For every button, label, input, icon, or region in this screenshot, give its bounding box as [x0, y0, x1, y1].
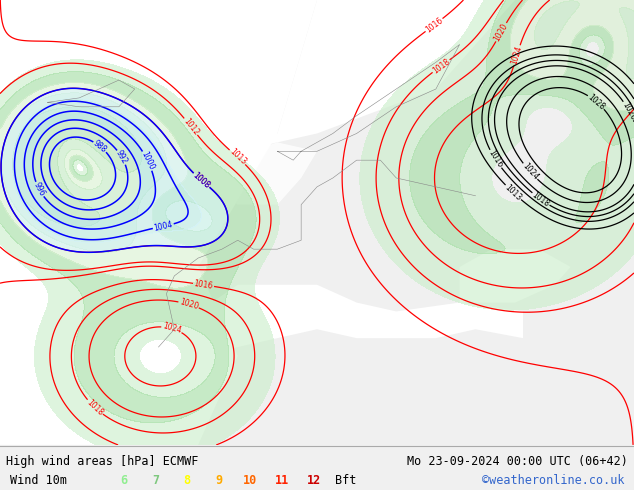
Text: 9: 9 [215, 473, 223, 487]
Text: 8: 8 [183, 473, 191, 487]
Text: 1012: 1012 [181, 116, 200, 137]
Text: 1008: 1008 [191, 171, 212, 190]
Text: 996: 996 [32, 181, 47, 198]
Text: 1018: 1018 [430, 57, 451, 75]
Polygon shape [214, 143, 317, 205]
Text: 1024: 1024 [161, 321, 182, 336]
Text: 1028: 1028 [586, 92, 607, 111]
Text: 988: 988 [92, 139, 108, 154]
Text: 1013: 1013 [228, 147, 248, 167]
Text: Mo 23-09-2024 00:00 UTC (06+42): Mo 23-09-2024 00:00 UTC (06+42) [407, 455, 628, 468]
Polygon shape [198, 285, 523, 356]
Text: ©weatheronline.co.uk: ©weatheronline.co.uk [482, 473, 624, 487]
Text: 1004: 1004 [153, 220, 174, 233]
Polygon shape [0, 0, 515, 178]
Text: 1020: 1020 [493, 22, 510, 43]
Text: 1008: 1008 [191, 171, 212, 190]
Text: 1024: 1024 [521, 161, 540, 182]
Text: 1024: 1024 [510, 45, 524, 66]
Text: 6: 6 [120, 473, 127, 487]
Text: 1016: 1016 [486, 148, 504, 170]
Text: 1000: 1000 [139, 150, 156, 172]
Text: High wind areas [hPa] ECMWF: High wind areas [hPa] ECMWF [6, 455, 198, 468]
Text: 1020: 1020 [178, 297, 199, 311]
Text: 1016: 1016 [193, 279, 214, 291]
Text: Bft: Bft [335, 473, 356, 487]
Polygon shape [0, 0, 317, 445]
Text: 10: 10 [243, 473, 257, 487]
Text: 7: 7 [152, 473, 159, 487]
Text: 1020: 1020 [620, 100, 634, 122]
Text: 1018: 1018 [85, 397, 105, 417]
Text: 1016: 1016 [424, 16, 444, 34]
Text: 1018: 1018 [530, 190, 551, 209]
Text: 12: 12 [307, 473, 321, 487]
Text: Wind 10m: Wind 10m [10, 473, 67, 487]
Polygon shape [460, 249, 571, 302]
Text: 1013: 1013 [503, 183, 523, 202]
Text: 992: 992 [114, 148, 129, 166]
Text: 11: 11 [275, 473, 289, 487]
